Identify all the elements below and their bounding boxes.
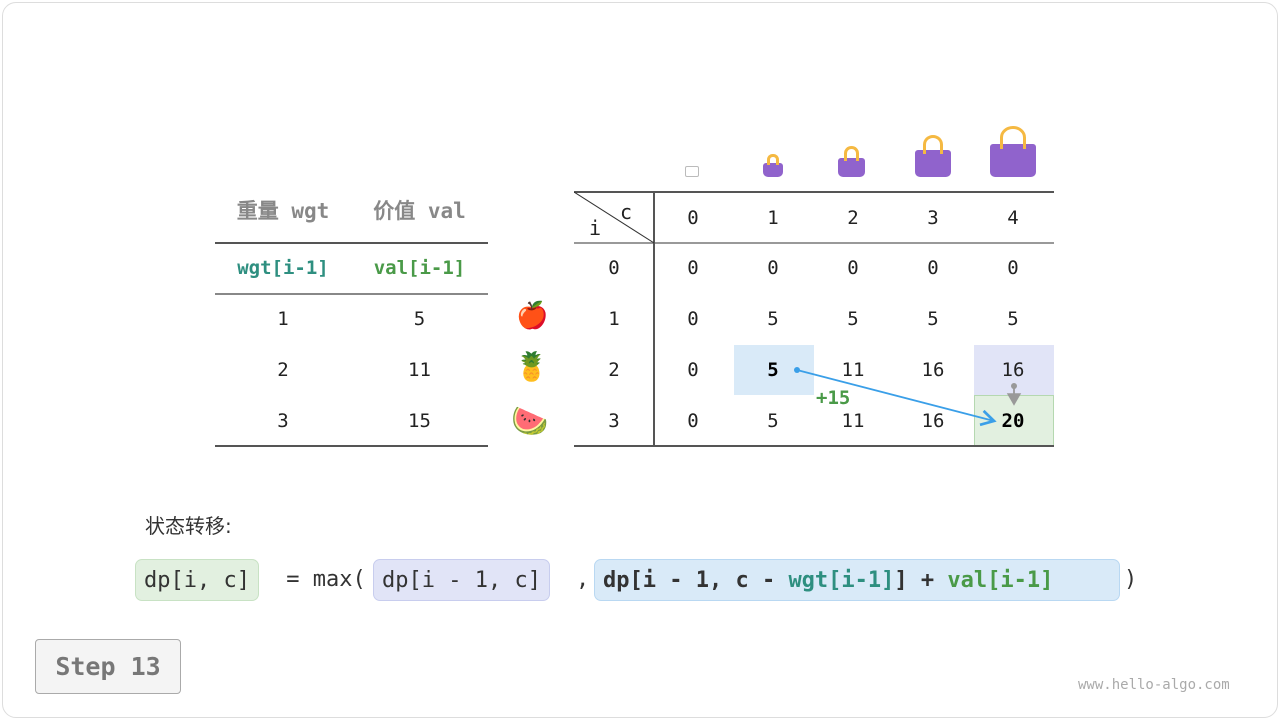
watermark: www.hello-algo.com — [1078, 677, 1230, 693]
dp-cell: 11 — [841, 359, 865, 381]
val-cell: 5 — [413, 308, 426, 330]
wgt-cell: 1 — [277, 308, 289, 330]
watermelon-icon: 🍉 — [511, 404, 549, 439]
annotation-text: +15 — [816, 387, 851, 409]
dp-cell: 5 — [767, 410, 779, 432]
dp-cell: 5 — [1007, 308, 1019, 330]
col-header: 4 — [1007, 207, 1019, 229]
dp-cell: 5 — [767, 308, 779, 330]
option-b-wgt: wgt[i-1] — [788, 568, 895, 593]
corner-c: c — [620, 200, 633, 224]
apple-icon: 🍎 — [516, 301, 549, 331]
option-b-mid: ] + — [894, 568, 948, 593]
bag-icon-1 — [763, 153, 783, 177]
dp-cell: 0 — [687, 410, 699, 432]
dp-cell: 0 — [767, 257, 779, 279]
dp-cell: 0 — [927, 257, 939, 279]
col-header: 2 — [847, 207, 859, 229]
wgt-cell: 3 — [277, 410, 289, 432]
option-b-val: val[i-1] — [947, 568, 1054, 593]
dp-cell: 0 — [687, 308, 699, 330]
option-b-prefix: dp[i - 1, c - — [603, 568, 789, 593]
row-label: 2 — [608, 359, 620, 381]
dp-cell: 0 — [687, 359, 699, 381]
formula-label: 状态转移: — [145, 514, 232, 538]
dp-cell: 0 — [687, 257, 699, 279]
bag-icon-4 — [990, 126, 1036, 177]
formula-comma: , — [576, 567, 590, 592]
formula-option-a: dp[i - 1, c] — [373, 559, 550, 601]
wgt-cell: 2 — [277, 359, 289, 381]
dp-cell: 20 — [1001, 410, 1025, 432]
val-cell: 11 — [408, 359, 431, 381]
step-button[interactable]: Step 13 — [35, 639, 181, 694]
corner-diagonal — [574, 192, 654, 244]
header-value: 价值 val — [373, 199, 466, 223]
dp-cell: 0 — [847, 257, 859, 279]
dp-cell: 5 — [767, 359, 779, 381]
dp-cell: 16 — [921, 359, 945, 381]
pineapple-icon: 🍍 — [514, 350, 549, 383]
empty-bag-icon — [685, 166, 699, 177]
dp-cell: 5 — [847, 308, 859, 330]
bag-icon-2 — [838, 146, 865, 177]
dp-cell: 16 — [921, 410, 945, 432]
plus-annotation: +15 — [816, 388, 850, 408]
formula-close: ) — [1124, 567, 1138, 592]
col-header: 0 — [687, 207, 699, 229]
row-label: 1 — [608, 308, 620, 330]
formula-lhs: dp[i, c] — [135, 559, 259, 601]
corner-i: i — [589, 216, 602, 240]
subheader-wgt: wgt[i-1] — [237, 257, 329, 279]
bag-icon-3 — [915, 134, 951, 177]
dp-cell: 11 — [841, 410, 865, 432]
subheader-val: val[i-1] — [373, 257, 466, 279]
dp-cell: 5 — [927, 308, 939, 330]
dp-cell: 16 — [1001, 359, 1025, 381]
formula-max: = max( — [273, 567, 366, 592]
row-label: 0 — [608, 257, 620, 279]
formula-option-b: dp[i - 1, c - wgt[i-1]] + val[i-1] — [594, 559, 1120, 601]
row-label: 3 — [608, 410, 620, 432]
col-header: 1 — [767, 207, 779, 229]
dp-cell: 0 — [1007, 257, 1019, 279]
val-cell: 15 — [408, 410, 431, 432]
col-header: 3 — [927, 207, 939, 229]
header-weight: 重量 wgt — [236, 199, 330, 223]
